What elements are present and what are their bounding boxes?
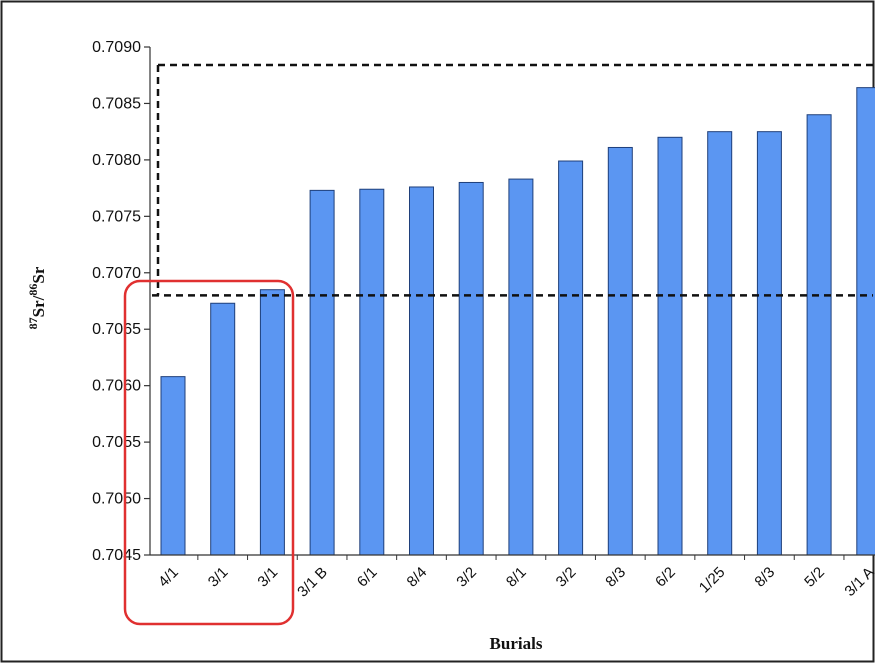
- bar-11: [707, 131, 733, 556]
- y-tick-label-9: 0.7090: [92, 39, 141, 56]
- y-tick-label-6: 0.7075: [92, 208, 141, 225]
- y-tick-label-4: 0.7065: [92, 321, 141, 338]
- y-title-sr: Sr: [29, 266, 48, 283]
- y-tick-label-1: 0.7050: [92, 491, 141, 508]
- bar-12: [756, 131, 782, 556]
- y-tick-label-2: 0.7055: [92, 434, 141, 451]
- bar-2: [259, 289, 285, 556]
- y-title-sup-87: 87: [26, 317, 40, 329]
- bar-8: [558, 160, 584, 556]
- bar-9: [607, 146, 633, 556]
- bar-4: [359, 188, 385, 556]
- bar-1: [210, 302, 236, 556]
- bar-7: [508, 178, 534, 556]
- bar-5: [409, 186, 434, 556]
- y-tick-label-8: 0.7085: [92, 95, 141, 112]
- y-tick-label-3: 0.7060: [92, 378, 141, 395]
- y-title-sr-slash: Sr/: [29, 295, 48, 317]
- bar-10: [657, 136, 683, 556]
- axes: [144, 46, 875, 560]
- y-axis-title: 87Sr/86Sr: [26, 266, 48, 329]
- reference-lines: [152, 63, 873, 297]
- y-tick-label-0: 0.7045: [92, 547, 141, 564]
- highlight-box: [123, 279, 295, 626]
- bar-14: [856, 87, 875, 556]
- bar-3: [309, 189, 335, 556]
- x-axis-title: Burials: [490, 634, 543, 653]
- y-tick-label-5: 0.7070: [92, 265, 141, 282]
- bar-6: [458, 181, 484, 556]
- y-title-sup-86: 86: [26, 284, 40, 296]
- bar-0: [160, 376, 186, 556]
- y-tick-label-7: 0.7080: [92, 152, 141, 169]
- bar-13: [806, 114, 832, 556]
- bars-layer: [160, 87, 875, 556]
